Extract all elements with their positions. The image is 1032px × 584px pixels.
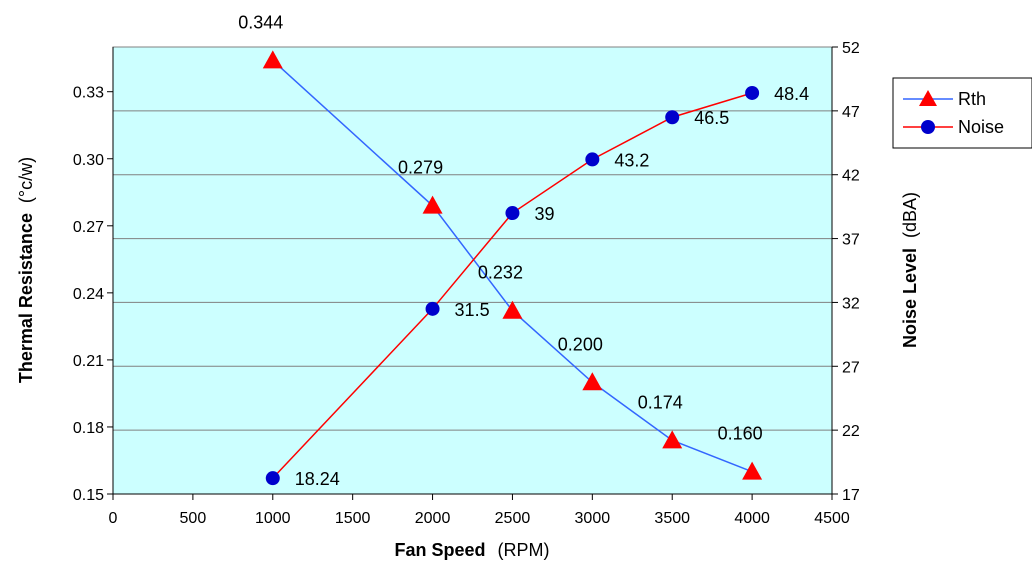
x-tick-label: 4500 [814,510,850,527]
y-right-tick-label: 17 [842,487,860,504]
axes [107,46,838,500]
rth-point [742,461,763,480]
y-left-tick-label: 0.18 [73,420,104,437]
rth-data-label: 0.344 [238,12,283,32]
y-left-tick-label: 0.15 [73,487,104,504]
noise-point [425,301,440,316]
x-tick-label: 4000 [734,510,770,527]
y-left-axis-title-unit: (°c/w) [16,157,36,203]
rth-point [422,195,443,214]
y-right-tick-label: 37 [842,232,860,249]
rth-point [502,300,523,319]
y-left-tick-label: 0.21 [73,353,104,370]
noise-point [265,471,280,486]
y-right-tick-label: 52 [842,40,860,57]
series-line-rth [272,59,753,473]
noise-data-label: 48.4 [774,84,809,104]
y-right-tick-label: 32 [842,295,860,312]
noise-point [745,85,760,100]
rth-data-label: 0.232 [478,263,523,283]
noise-data-label: 46.5 [694,108,729,128]
plot-area [112,46,833,495]
x-tick-label: 1500 [335,510,371,527]
x-tick-label: 0 [109,510,118,527]
rth-point [582,372,603,391]
series-layer [262,50,763,486]
noise-point [585,152,600,167]
x-tick-label: 3500 [654,510,690,527]
data-labels-layer: 0.344 0.279 0.232 0.200 0.174 0.160 18.24 31.5 3… [238,12,809,489]
y-left-tick-label: 0.24 [73,286,104,303]
x-tick-label: 3000 [575,510,611,527]
legend-rth-label: Rth [958,89,986,109]
legend-box [892,77,1032,149]
y-left-tick-label: 0.33 [73,85,104,102]
legend-noise-label: Noise [958,117,1004,137]
y-left-tick-label: 0.27 [73,219,104,236]
series-line-noise [272,92,753,479]
noise-point [505,206,520,221]
x-axis-title-unit: (RPM) [498,540,550,560]
rth-point [662,430,683,449]
x-tick-label: 500 [180,510,207,527]
y-left-axis-title-main: Thermal Resistance [16,213,36,383]
y-right-tick-label: 22 [842,423,860,440]
noise-data-label: 18.24 [295,469,340,489]
y-right-axis-title: Noise Level (dBA) [900,192,920,348]
noise-data-label: 39 [534,204,554,224]
y-left-tick-label: 0.30 [73,152,104,169]
noise-point [665,110,680,125]
x-tick-label: 1000 [255,510,291,527]
rth-point [262,50,283,69]
legend-rth-marker [919,90,937,106]
rth-data-label: 0.174 [638,392,683,412]
rth-data-label: 0.200 [558,334,603,354]
noise-data-label: 43.2 [614,150,649,170]
tick-labels: 0 500 1000 1500 2000 2500 3000 3500 4000 4500 0.15… [73,40,860,527]
rth-data-label: 0.279 [398,158,443,178]
x-axis-title: Fan Speed (RPM) [394,540,549,560]
y-right-axis-title-unit: (dBA) [900,192,920,238]
legend-noise-marker [921,120,935,134]
x-axis-title-main: Fan Speed [394,540,485,560]
y-left-axis-title: Thermal Resistance (°c/w) [16,157,36,383]
rth-data-label: 0.160 [718,424,763,444]
x-tick-label: 2000 [415,510,451,527]
legend: Rth Noise [892,77,1032,149]
y-right-tick-label: 47 [842,104,860,121]
noise-data-label: 31.5 [455,300,490,320]
y-right-tick-label: 42 [842,168,860,185]
gridlines [113,110,832,431]
x-tick-label: 2500 [495,510,531,527]
y-right-tick-label: 27 [842,359,860,376]
y-right-axis-title-main: Noise Level [900,248,920,348]
